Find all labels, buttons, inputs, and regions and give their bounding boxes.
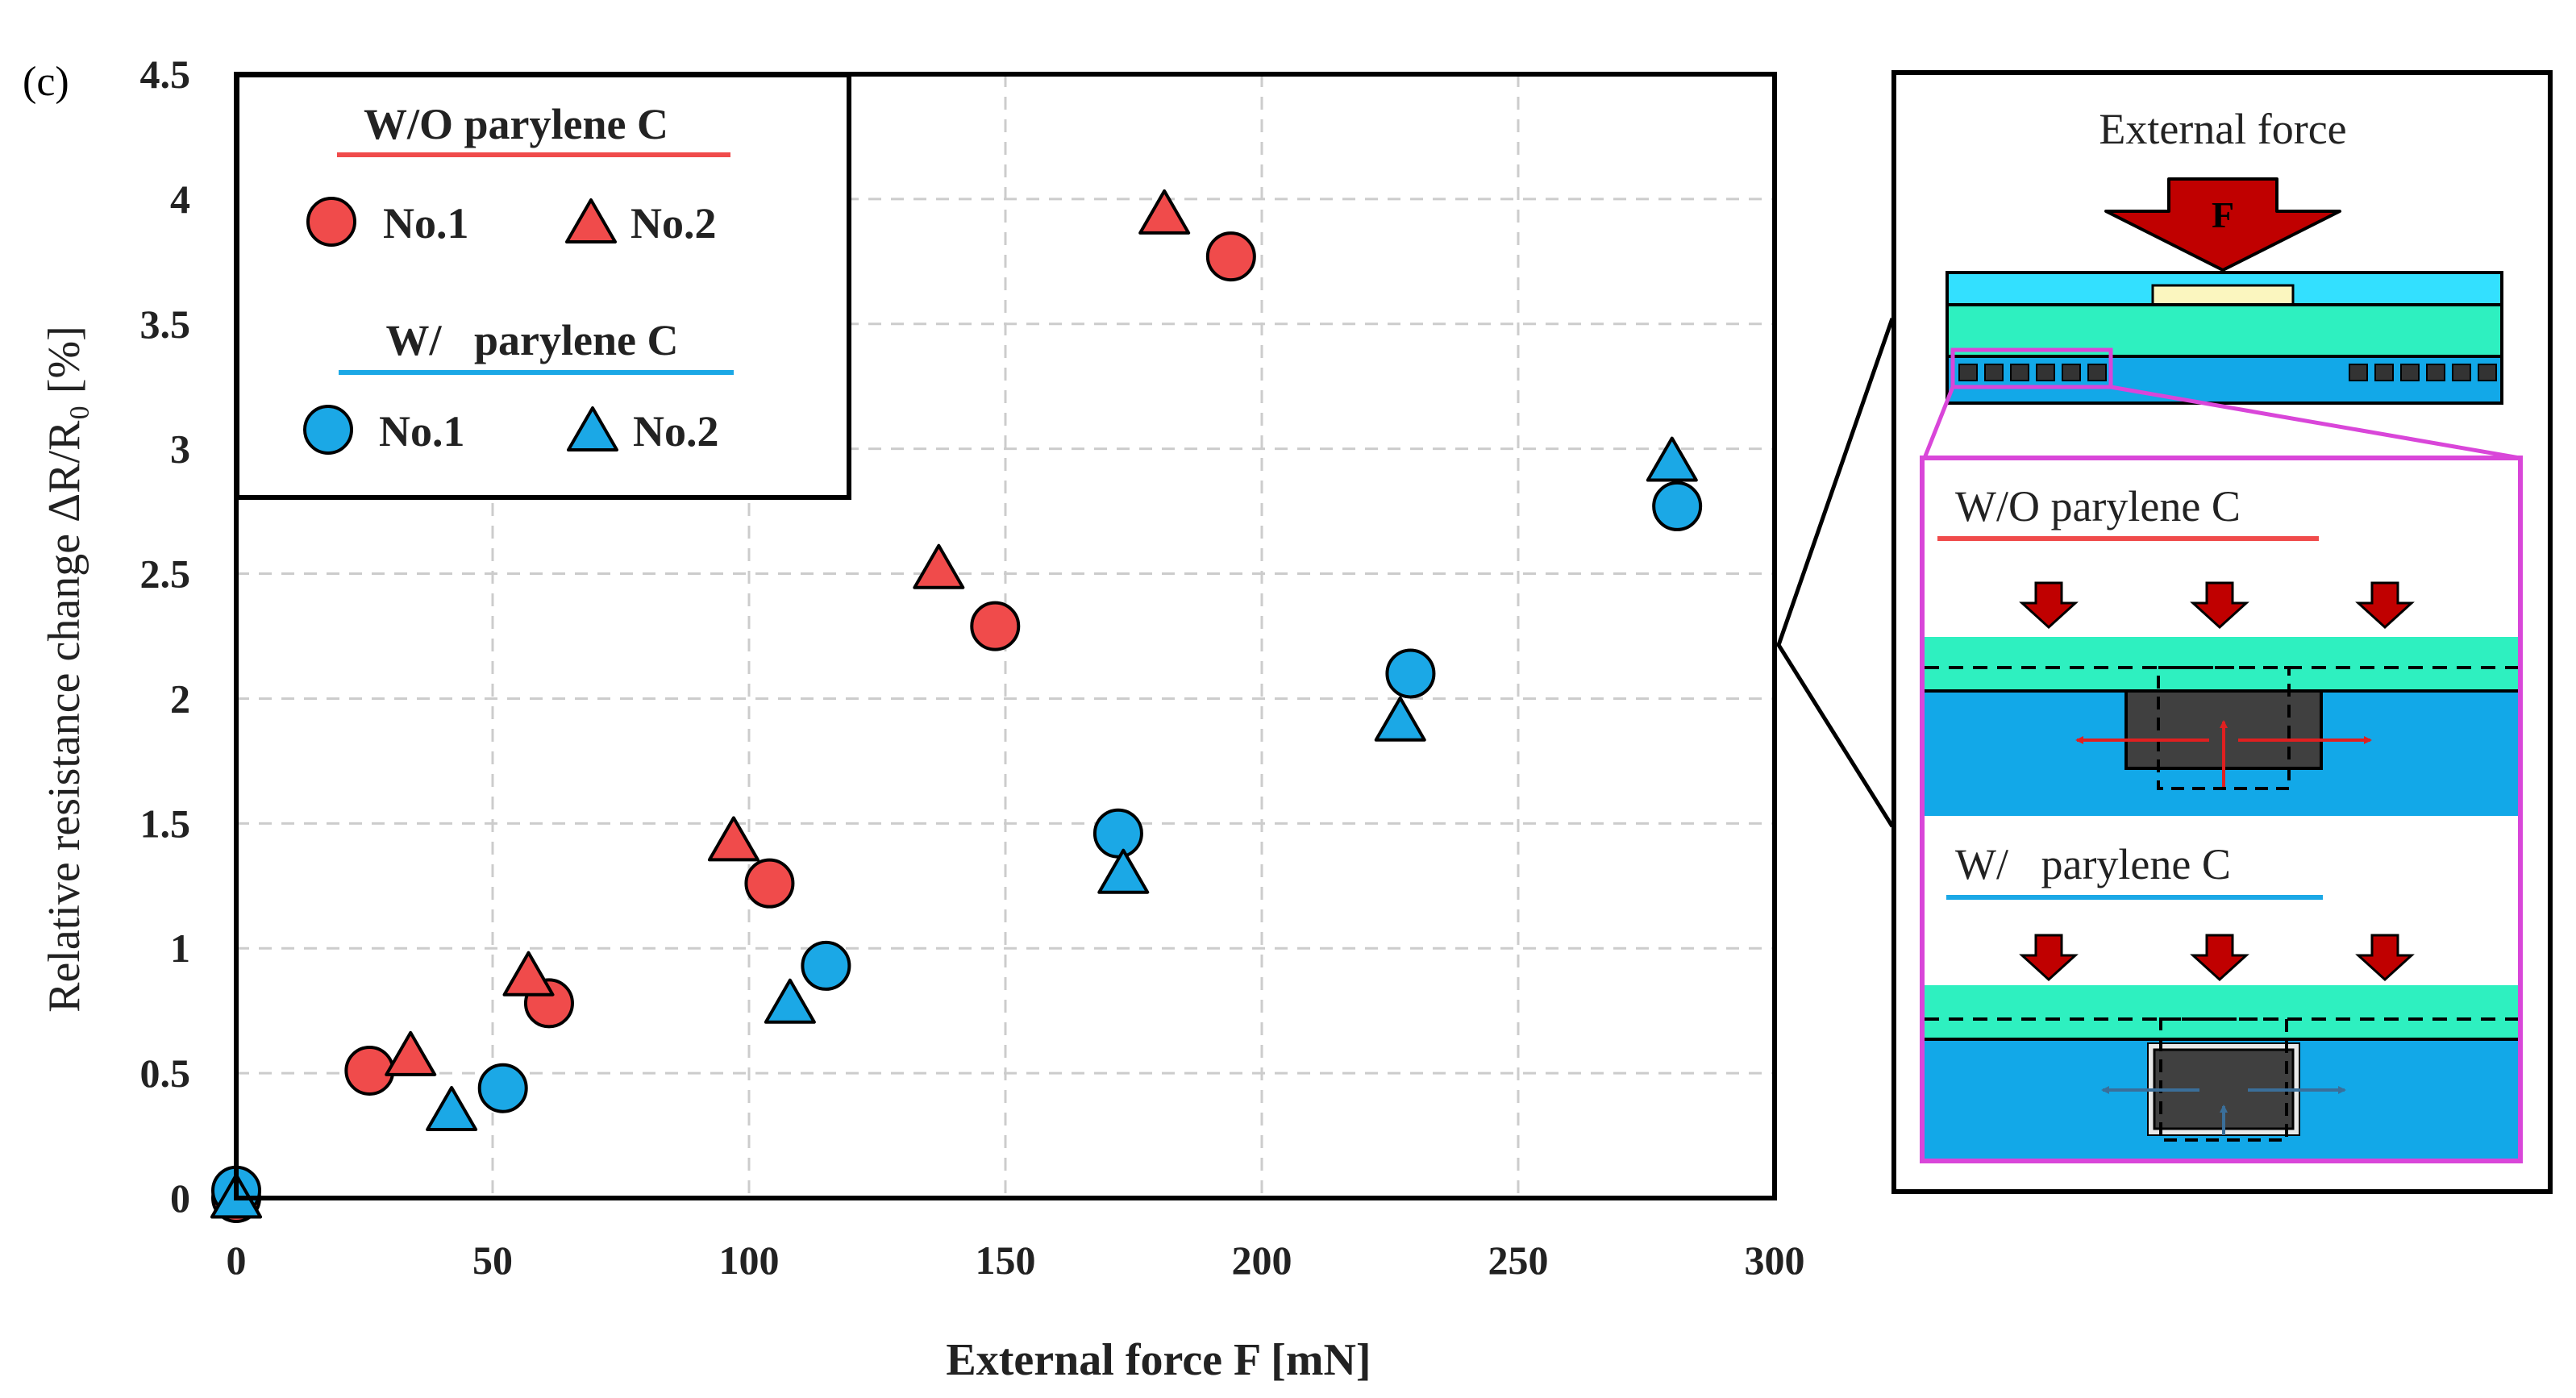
y-tick-label: 0	[170, 1175, 190, 1221]
w-pressure-arrows	[2019, 934, 2415, 982]
legend-marker-wo-no1	[306, 197, 356, 247]
top-pad	[2151, 284, 2295, 306]
sensor-elements-right	[2349, 364, 2497, 381]
x-tick-label: 250	[1488, 1238, 1549, 1283]
y-axis-title: Relative resistance change ΔR/R₀ [%]	[40, 326, 89, 1013]
data-point-triangle	[913, 543, 965, 589]
data-point-circle	[801, 940, 851, 991]
y-tick-label: 2.5	[140, 551, 191, 597]
x-axis-title: External force F [mN]	[946, 1335, 1371, 1385]
data-point-circle	[970, 601, 1021, 651]
y-tick-label: 1	[170, 926, 190, 971]
w-top-layer	[1925, 985, 2518, 1039]
legend: W/O parylene C No.1 No.2 W/ parylene C N…	[235, 73, 851, 500]
axis-ticks: 0 50 100 150 200 250 300 0 0.5 1 1.5 2 2.5 3 3.5 4 4.5	[140, 52, 1805, 1283]
data-point-circle	[477, 1063, 528, 1113]
data-points	[210, 189, 1703, 1223]
data-point-triangle	[707, 816, 759, 862]
zoom-line-right	[2110, 385, 2520, 460]
sensor-diagram: External force F W/	[1891, 70, 2553, 1194]
y-tick-label: 4	[170, 177, 190, 222]
legend-label-wo-no2: No.2	[630, 199, 717, 248]
legend-marker-wo-no2	[565, 198, 617, 243]
data-point-triangle	[1374, 696, 1426, 742]
x-tick-label: 50	[472, 1238, 513, 1283]
data-point-circle	[1385, 648, 1436, 699]
w-deformed-element	[2159, 1017, 2288, 1142]
grid	[236, 74, 1775, 1198]
legend-label-wo-no1: No.1	[383, 199, 469, 248]
x-tick-label: 0	[227, 1238, 247, 1283]
legend-label-w-no2: No.2	[633, 407, 719, 456]
zoom-connector	[1776, 318, 1895, 828]
legend-title-w: W/ parylene C	[386, 316, 679, 364]
data-point-circle	[744, 858, 795, 909]
wo-pressure-arrows	[2019, 581, 2415, 630]
data-point-circle	[1092, 808, 1143, 859]
sensor-elements-left	[1958, 364, 2107, 381]
force-symbol: F	[2212, 194, 2234, 235]
y-tick-label: 3.5	[140, 302, 191, 347]
y-tick-label: 1.5	[140, 801, 191, 846]
wo-deformed-element	[2157, 666, 2291, 790]
y-tick-label: 3	[170, 426, 190, 472]
data-point-triangle	[502, 951, 555, 996]
middle-layer	[1946, 303, 2503, 358]
data-point-triangle	[385, 1030, 437, 1076]
x-tick-label: 300	[1745, 1238, 1805, 1283]
w-section-label: W/ parylene C	[1955, 840, 2231, 888]
legend-title-wo: W/O parylene C	[364, 100, 668, 148]
legend-marker-w-no1	[303, 405, 353, 455]
data-point-triangle	[764, 978, 816, 1024]
external-force-label: External force	[2099, 105, 2346, 153]
x-tick-label: 150	[976, 1238, 1036, 1283]
wo-section-label: W/O parylene C	[1955, 482, 2241, 530]
panel-label: (c)	[23, 59, 69, 105]
y-tick-label: 0.5	[140, 1051, 191, 1096]
wo-top-layer	[1925, 637, 2518, 691]
x-tick-label: 100	[719, 1238, 780, 1283]
x-tick-label: 200	[1232, 1238, 1292, 1283]
y-tick-label: 4.5	[140, 52, 191, 97]
scatter-chart: 0 50 100 150 200 250 300 0 0.5 1 1.5 2 2.5 3 3.5 4 4.5 E…	[40, 52, 1805, 1385]
zoom-line-left	[1922, 386, 1955, 459]
data-point-circle	[1652, 481, 1703, 531]
data-point-triangle	[1097, 848, 1150, 894]
legend-marker-w-no2	[567, 406, 618, 451]
plot-frame	[234, 72, 1777, 1200]
legend-label-w-no1: No.1	[379, 407, 465, 456]
data-point-triangle	[1646, 436, 1698, 482]
external-force-arrow	[2104, 177, 2341, 272]
data-point-triangle	[1138, 189, 1191, 235]
zoom-highlight	[1950, 347, 2113, 389]
data-point-triangle	[426, 1085, 478, 1131]
data-point-circle	[1205, 231, 1256, 282]
data-point-circle	[344, 1046, 395, 1096]
y-tick-label: 2	[170, 676, 190, 721]
